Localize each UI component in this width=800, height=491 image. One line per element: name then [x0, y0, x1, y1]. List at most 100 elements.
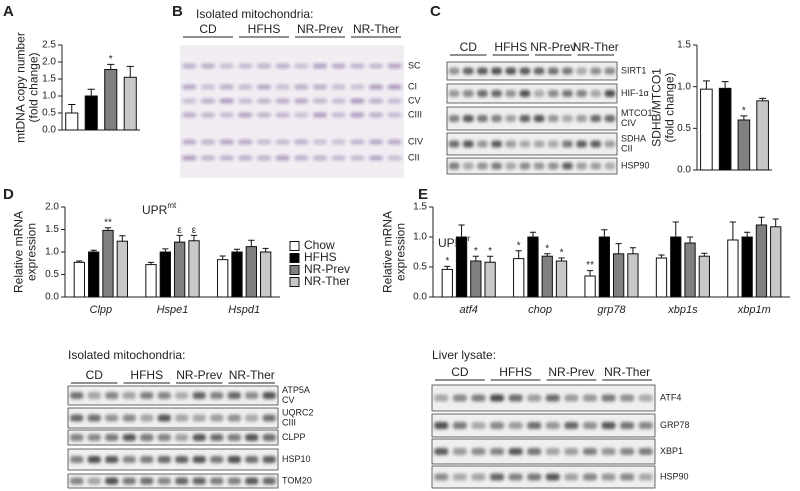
- band: [350, 112, 365, 118]
- group-label: HFHS: [494, 40, 527, 54]
- x-tick-label: xbp1s: [667, 304, 698, 316]
- band: [505, 67, 517, 75]
- band: [448, 90, 460, 97]
- blot-strip: [446, 157, 618, 175]
- significance-label: **: [586, 260, 594, 271]
- significance-label: **: [104, 217, 112, 228]
- band: [331, 98, 346, 104]
- band: [210, 477, 224, 485]
- band: [331, 112, 346, 118]
- band: [275, 98, 290, 104]
- band: [192, 477, 206, 485]
- band-label: UQRC2: [282, 407, 314, 417]
- band-label: TOM20: [282, 475, 312, 485]
- error-bar: [544, 253, 551, 257]
- band: [331, 139, 346, 145]
- bar: [741, 236, 753, 298]
- band: [562, 90, 573, 97]
- bar: [102, 229, 114, 298]
- band-label: CI: [408, 81, 417, 91]
- band: [547, 162, 559, 170]
- band: [70, 456, 84, 463]
- bar: [541, 255, 553, 298]
- bar: [513, 258, 525, 298]
- bar: [684, 242, 696, 298]
- y-tick-label: 1.0: [413, 232, 427, 243]
- error-bar: [262, 247, 269, 252]
- band-label: ATF4: [660, 392, 681, 402]
- band-label: CIV: [621, 118, 636, 128]
- band: [175, 414, 189, 422]
- bar: [470, 260, 482, 298]
- band: [564, 473, 579, 481]
- blot-strip: [446, 106, 618, 131]
- band: [182, 155, 197, 161]
- band: [477, 67, 488, 75]
- band: [219, 139, 234, 145]
- band: [105, 477, 119, 485]
- bar: [527, 236, 539, 298]
- bar: [484, 261, 496, 298]
- band: [238, 112, 253, 118]
- band: [157, 392, 171, 399]
- legend-label: HFHS: [304, 250, 337, 264]
- band: [387, 155, 402, 161]
- blot-strip: [67, 429, 279, 446]
- band: [508, 394, 523, 402]
- legend-label: NR-Ther: [304, 274, 350, 288]
- error-bar: [729, 221, 736, 240]
- group-label: CD: [451, 365, 469, 379]
- bar: [718, 87, 732, 171]
- band: [238, 139, 253, 145]
- band: [294, 139, 309, 145]
- band: [505, 90, 517, 97]
- band: [87, 477, 101, 485]
- band: [519, 162, 531, 170]
- band: [245, 456, 259, 463]
- band: [182, 98, 197, 104]
- band-label: GRP78: [660, 420, 690, 430]
- y-tick-label: 0.0: [45, 292, 59, 303]
- band: [489, 448, 505, 455]
- bar: [441, 268, 453, 298]
- band-label: CLPP: [282, 432, 306, 442]
- error-bar: [615, 243, 622, 254]
- bar: [116, 240, 128, 298]
- bar: [84, 95, 98, 131]
- bar: [627, 253, 639, 298]
- band: [564, 422, 579, 429]
- band: [256, 139, 272, 145]
- band-label: HIF-1α: [621, 88, 649, 98]
- error-bar: [219, 255, 226, 260]
- band: [527, 448, 542, 455]
- y-tick-label: 1.5: [45, 224, 59, 235]
- band: [582, 448, 598, 455]
- blot-title: Isolated mitochondria:: [68, 348, 185, 362]
- band-label: CIII: [282, 417, 296, 427]
- group-label: HFHS: [248, 22, 281, 36]
- band: [576, 140, 587, 148]
- band-label: CII: [408, 152, 420, 162]
- band: [519, 140, 531, 148]
- band: [256, 112, 272, 118]
- y-tick-label: 0.5: [42, 108, 56, 119]
- group-label: NR-Prev: [548, 365, 594, 379]
- significance-label: *: [742, 105, 746, 116]
- band: [491, 115, 502, 122]
- x-tick-label: atf4: [460, 304, 478, 316]
- band: [547, 140, 559, 148]
- band: [262, 434, 276, 441]
- bar: [670, 236, 682, 298]
- band: [140, 477, 154, 485]
- band-label: SDHA: [621, 133, 646, 143]
- band: [105, 456, 119, 463]
- panel-letter: C: [430, 3, 441, 20]
- group-label: CD: [460, 40, 478, 54]
- band: [182, 63, 197, 69]
- error-bar: [487, 255, 494, 263]
- error-bar: [233, 248, 241, 252]
- band: [368, 98, 384, 104]
- bar: [756, 100, 769, 171]
- band: [350, 98, 365, 104]
- band: [604, 90, 616, 97]
